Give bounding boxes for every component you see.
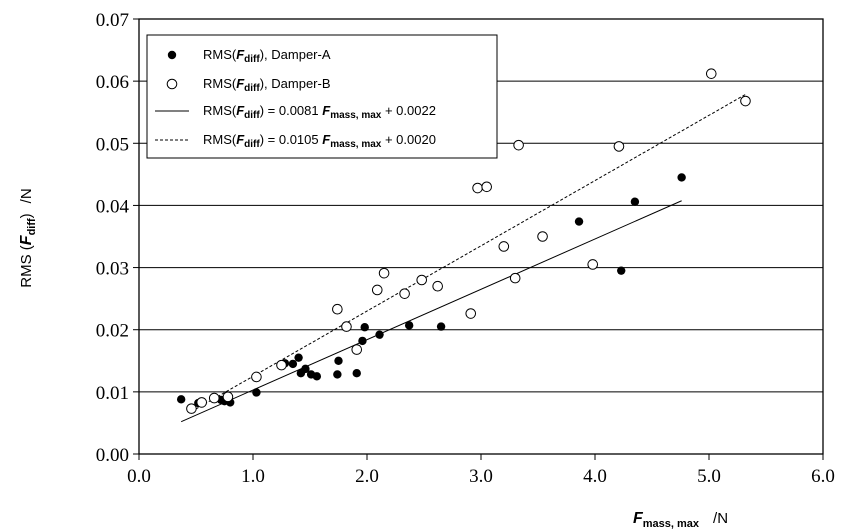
- y-axis-ticks: 0.00 0.01 0.02 0.03 0.04 0.05 0.06 0.07: [96, 10, 139, 466]
- data-point-damper-b: [251, 371, 262, 383]
- y-tick-label: 0.02: [96, 321, 129, 342]
- data-point-damper-b: [351, 344, 363, 355]
- legend-label: RMS(Fdiff), Damper-A: [203, 47, 331, 65]
- x-tick-label: 1.0: [241, 466, 265, 487]
- data-point-damper-a: [334, 356, 343, 365]
- series-damper-a: [176, 173, 686, 408]
- fit-line-damper-a: [180, 200, 682, 423]
- data-point-damper-a: [574, 217, 584, 226]
- y-axis-label: RMS (Fdiff)/N: [18, 188, 38, 287]
- data-point-damper-a: [288, 359, 298, 369]
- data-point-damper-b: [705, 68, 717, 79]
- x-tick-label: 2.0: [355, 466, 379, 487]
- x-tick-label: 4.0: [583, 466, 607, 487]
- data-point-damper-a: [176, 395, 186, 404]
- x-tick-label: 5.0: [697, 466, 721, 487]
- data-point-damper-b: [498, 241, 510, 252]
- x-tick-label: 3.0: [469, 466, 493, 487]
- data-point-damper-b: [416, 274, 428, 286]
- legend-label: RMS(Fdiff) = 0.0105 Fmass, max + 0.0020: [203, 132, 436, 150]
- legend-item-damper-b: RMS(Fdiff), Damper-B: [166, 76, 331, 94]
- data-point-damper-a: [630, 197, 640, 206]
- data-point-damper-b: [399, 288, 410, 299]
- y-tick-label: 0.05: [96, 134, 129, 155]
- data-point-damper-b: [587, 259, 599, 270]
- data-point-damper-b: [432, 280, 443, 292]
- data-point-damper-b: [186, 403, 197, 414]
- data-point-damper-b: [222, 391, 234, 403]
- legend-item-fit-b: RMS(Fdiff) = 0.0105 Fmass, max + 0.0020: [155, 132, 436, 150]
- data-point-damper-b: [208, 392, 220, 404]
- data-point-damper-b: [371, 284, 383, 296]
- y-tick-label: 0.00: [96, 445, 129, 466]
- data-point-damper-b: [378, 267, 390, 279]
- y-tick-label: 0.04: [96, 196, 130, 217]
- y-tick-label: 0.01: [96, 383, 129, 404]
- data-point-damper-b: [276, 359, 287, 371]
- x-axis-label: Fmass, max/N: [633, 510, 728, 530]
- legend-label: RMS(Fdiff), Damper-B: [203, 76, 331, 94]
- y-tick-label: 0.06: [96, 72, 129, 93]
- legend: RMS(Fdiff), Damper-A RMS(Fdiff), Damper-…: [146, 34, 498, 159]
- data-point-damper-a: [312, 372, 322, 381]
- fit-line-damper-b: [191, 94, 746, 412]
- data-point-damper-a: [352, 369, 361, 378]
- legend-item-damper-a: RMS(Fdiff), Damper-A: [167, 47, 331, 65]
- fit-lines: [180, 94, 746, 423]
- data-point-damper-a: [294, 353, 303, 362]
- data-point-damper-b: [509, 272, 521, 284]
- data-point-damper-b: [472, 182, 483, 194]
- data-point-damper-b: [332, 303, 343, 315]
- data-point-damper-a: [301, 364, 310, 374]
- legend-label: RMS(Fdiff) = 0.0081 Fmass, max + 0.0022: [203, 103, 436, 121]
- y-tick-label: 0.07: [96, 10, 129, 31]
- data-point-damper-b: [537, 231, 548, 242]
- data-point-damper-a: [252, 388, 261, 397]
- x-tick-label: 0.0: [127, 466, 151, 487]
- legend-marker-filled: [167, 50, 177, 60]
- data-point-damper-b: [341, 321, 352, 332]
- legend-marker-open: [166, 78, 178, 90]
- series-damper-b: [186, 68, 751, 414]
- data-point-damper-b: [465, 308, 477, 319]
- data-point-damper-b: [196, 397, 207, 408]
- legend-item-fit-a: RMS(Fdiff) = 0.0081 Fmass, max + 0.0022: [155, 103, 436, 121]
- data-point-damper-a: [677, 173, 686, 182]
- data-point-damper-a: [358, 336, 367, 346]
- data-point-damper-a: [436, 322, 446, 331]
- data-point-damper-a: [360, 323, 369, 332]
- x-axis-ticks: 0.0 1.0 2.0 3.0 4.0 5.0 6.0: [127, 454, 835, 487]
- data-point-damper-b: [613, 141, 625, 152]
- y-tick-label: 0.03: [96, 259, 129, 280]
- data-point-damper-b: [481, 181, 493, 193]
- data-point-damper-a: [617, 266, 626, 275]
- data-point-damper-a: [333, 370, 342, 379]
- data-point-damper-b: [740, 95, 751, 107]
- data-point-damper-a: [375, 330, 384, 339]
- data-point-damper-b: [513, 139, 524, 151]
- x-tick-label: 6.0: [811, 466, 835, 487]
- data-point-damper-a: [404, 321, 414, 330]
